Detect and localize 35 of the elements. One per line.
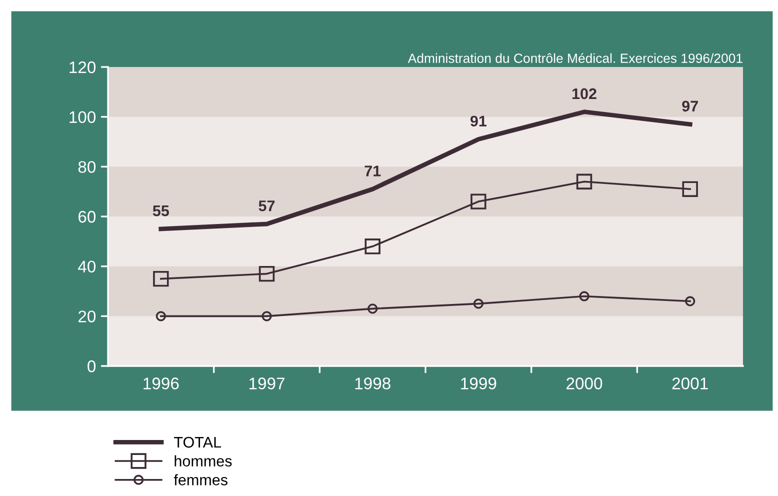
chart-title: Administration du Contrôle Médical. Exercices 1996/2001 bbox=[408, 53, 742, 63]
x-tick-label: 1998 bbox=[355, 378, 390, 390]
x-tick-label: 1999 bbox=[461, 378, 496, 390]
data-label: 55 bbox=[152, 206, 169, 216]
data-label: 91 bbox=[470, 116, 486, 127]
legend-label: hommes bbox=[174, 455, 232, 467]
point bbox=[153, 270, 169, 287]
point bbox=[258, 266, 275, 282]
point bbox=[682, 181, 698, 197]
legend-label: femmes bbox=[174, 474, 228, 486]
legend-label: TOTAL bbox=[174, 436, 222, 448]
data-label: 97 bbox=[682, 100, 698, 112]
point bbox=[685, 296, 696, 306]
y-tick-label: 60 bbox=[78, 210, 96, 223]
x-tick-label: 1997 bbox=[249, 378, 284, 390]
y-tick-label: 40 bbox=[78, 260, 96, 273]
x-tick-label: 2001 bbox=[672, 378, 708, 390]
point bbox=[579, 291, 590, 302]
data-label: 102 bbox=[572, 88, 596, 100]
x-tick-label: 1996 bbox=[144, 378, 179, 390]
point bbox=[470, 194, 486, 210]
data-label: 71 bbox=[364, 166, 381, 176]
point bbox=[156, 311, 166, 322]
y-tick-label: 0 bbox=[88, 360, 96, 372]
x-tick-label: 2000 bbox=[566, 378, 602, 390]
y-tick-label: 100 bbox=[70, 111, 96, 124]
y-tick-label: 20 bbox=[78, 310, 96, 322]
point bbox=[368, 304, 378, 314]
data-label: 57 bbox=[258, 200, 275, 212]
point bbox=[364, 238, 380, 254]
y-tick-label: 120 bbox=[70, 61, 96, 74]
y-tick-label: 80 bbox=[78, 161, 96, 173]
point bbox=[473, 298, 484, 309]
point bbox=[262, 311, 272, 322]
point bbox=[576, 174, 592, 190]
